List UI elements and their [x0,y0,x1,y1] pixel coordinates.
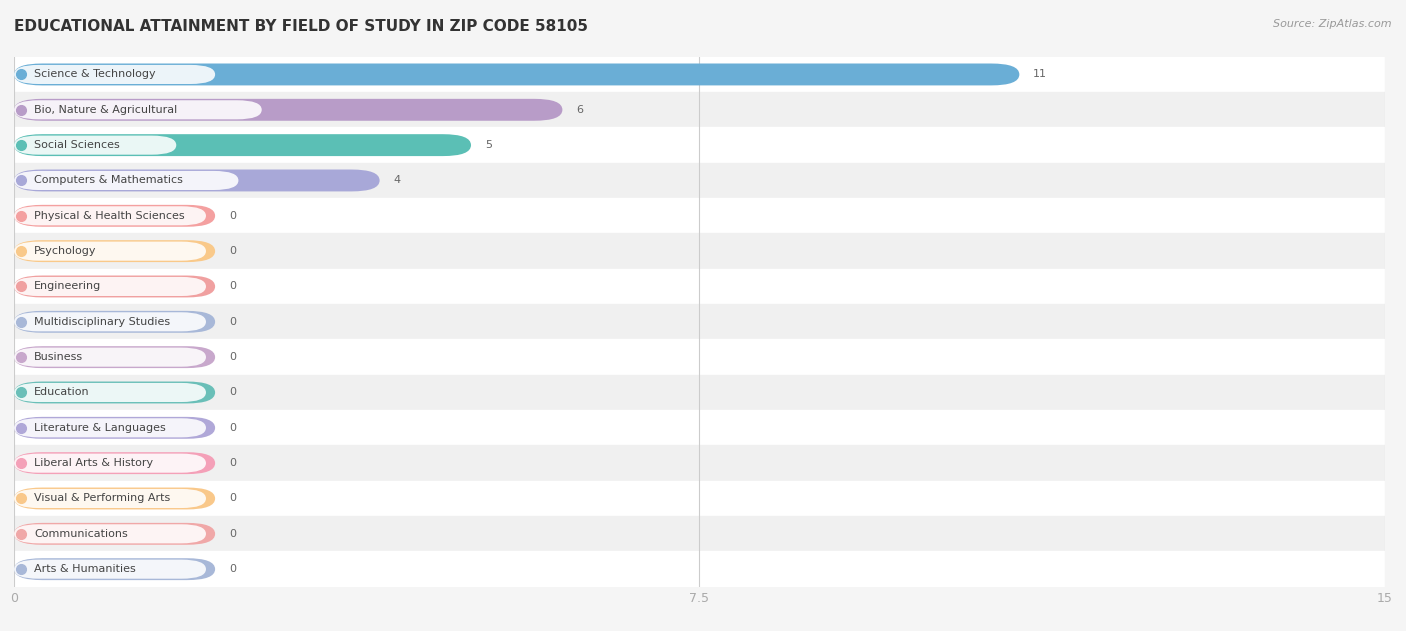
Text: Computers & Mathematics: Computers & Mathematics [34,175,183,186]
Bar [14,127,1385,163]
FancyBboxPatch shape [14,383,207,402]
Text: Physical & Health Sciences: Physical & Health Sciences [34,211,184,221]
FancyBboxPatch shape [14,277,207,296]
Bar [14,304,1385,339]
FancyBboxPatch shape [14,100,262,119]
Text: Liberal Arts & History: Liberal Arts & History [34,458,153,468]
Text: Literature & Languages: Literature & Languages [34,423,166,433]
Bar [14,163,1385,198]
Text: Business: Business [34,352,83,362]
Text: 0: 0 [229,211,236,221]
Bar [14,551,1385,587]
FancyBboxPatch shape [14,560,207,579]
FancyBboxPatch shape [14,276,215,297]
FancyBboxPatch shape [14,64,1019,85]
Text: Science & Technology: Science & Technology [34,69,156,80]
FancyBboxPatch shape [14,65,215,84]
Bar [14,481,1385,516]
FancyBboxPatch shape [14,417,215,439]
Text: 5: 5 [485,140,492,150]
Text: Bio, Nature & Agricultural: Bio, Nature & Agricultural [34,105,177,115]
FancyBboxPatch shape [14,206,207,225]
FancyBboxPatch shape [14,454,207,473]
FancyBboxPatch shape [14,99,562,121]
FancyBboxPatch shape [14,240,215,262]
Text: 0: 0 [229,352,236,362]
Bar [14,445,1385,481]
FancyBboxPatch shape [14,524,207,543]
Text: 0: 0 [229,317,236,327]
Bar [14,339,1385,375]
Bar [14,233,1385,269]
Text: 6: 6 [576,105,583,115]
Text: Psychology: Psychology [34,246,97,256]
Text: Source: ZipAtlas.com: Source: ZipAtlas.com [1274,19,1392,29]
FancyBboxPatch shape [14,348,207,367]
Text: 0: 0 [229,529,236,539]
Text: 0: 0 [229,246,236,256]
Bar [14,92,1385,127]
FancyBboxPatch shape [14,170,380,191]
Bar [14,375,1385,410]
Text: Visual & Performing Arts: Visual & Performing Arts [34,493,170,504]
Bar [14,516,1385,551]
FancyBboxPatch shape [14,346,215,368]
Text: Education: Education [34,387,90,398]
FancyBboxPatch shape [14,489,207,508]
Bar [14,57,1385,92]
Bar [14,410,1385,445]
FancyBboxPatch shape [14,523,215,545]
FancyBboxPatch shape [14,242,207,261]
FancyBboxPatch shape [14,205,215,227]
FancyBboxPatch shape [14,136,176,155]
Text: Multidisciplinary Studies: Multidisciplinary Studies [34,317,170,327]
Text: Engineering: Engineering [34,281,101,292]
FancyBboxPatch shape [14,488,215,509]
Bar [14,198,1385,233]
FancyBboxPatch shape [14,452,215,474]
FancyBboxPatch shape [14,558,215,580]
FancyBboxPatch shape [14,312,207,331]
Text: Communications: Communications [34,529,128,539]
Text: Social Sciences: Social Sciences [34,140,120,150]
Text: 0: 0 [229,281,236,292]
Bar [14,269,1385,304]
Text: 0: 0 [229,564,236,574]
Text: 11: 11 [1033,69,1047,80]
FancyBboxPatch shape [14,134,471,156]
FancyBboxPatch shape [14,382,215,403]
FancyBboxPatch shape [14,418,207,437]
Text: 0: 0 [229,423,236,433]
Text: Arts & Humanities: Arts & Humanities [34,564,136,574]
Text: 0: 0 [229,387,236,398]
Text: EDUCATIONAL ATTAINMENT BY FIELD OF STUDY IN ZIP CODE 58105: EDUCATIONAL ATTAINMENT BY FIELD OF STUDY… [14,19,588,34]
FancyBboxPatch shape [14,311,215,333]
FancyBboxPatch shape [14,171,239,190]
Text: 0: 0 [229,458,236,468]
Text: 0: 0 [229,493,236,504]
Text: 4: 4 [394,175,401,186]
